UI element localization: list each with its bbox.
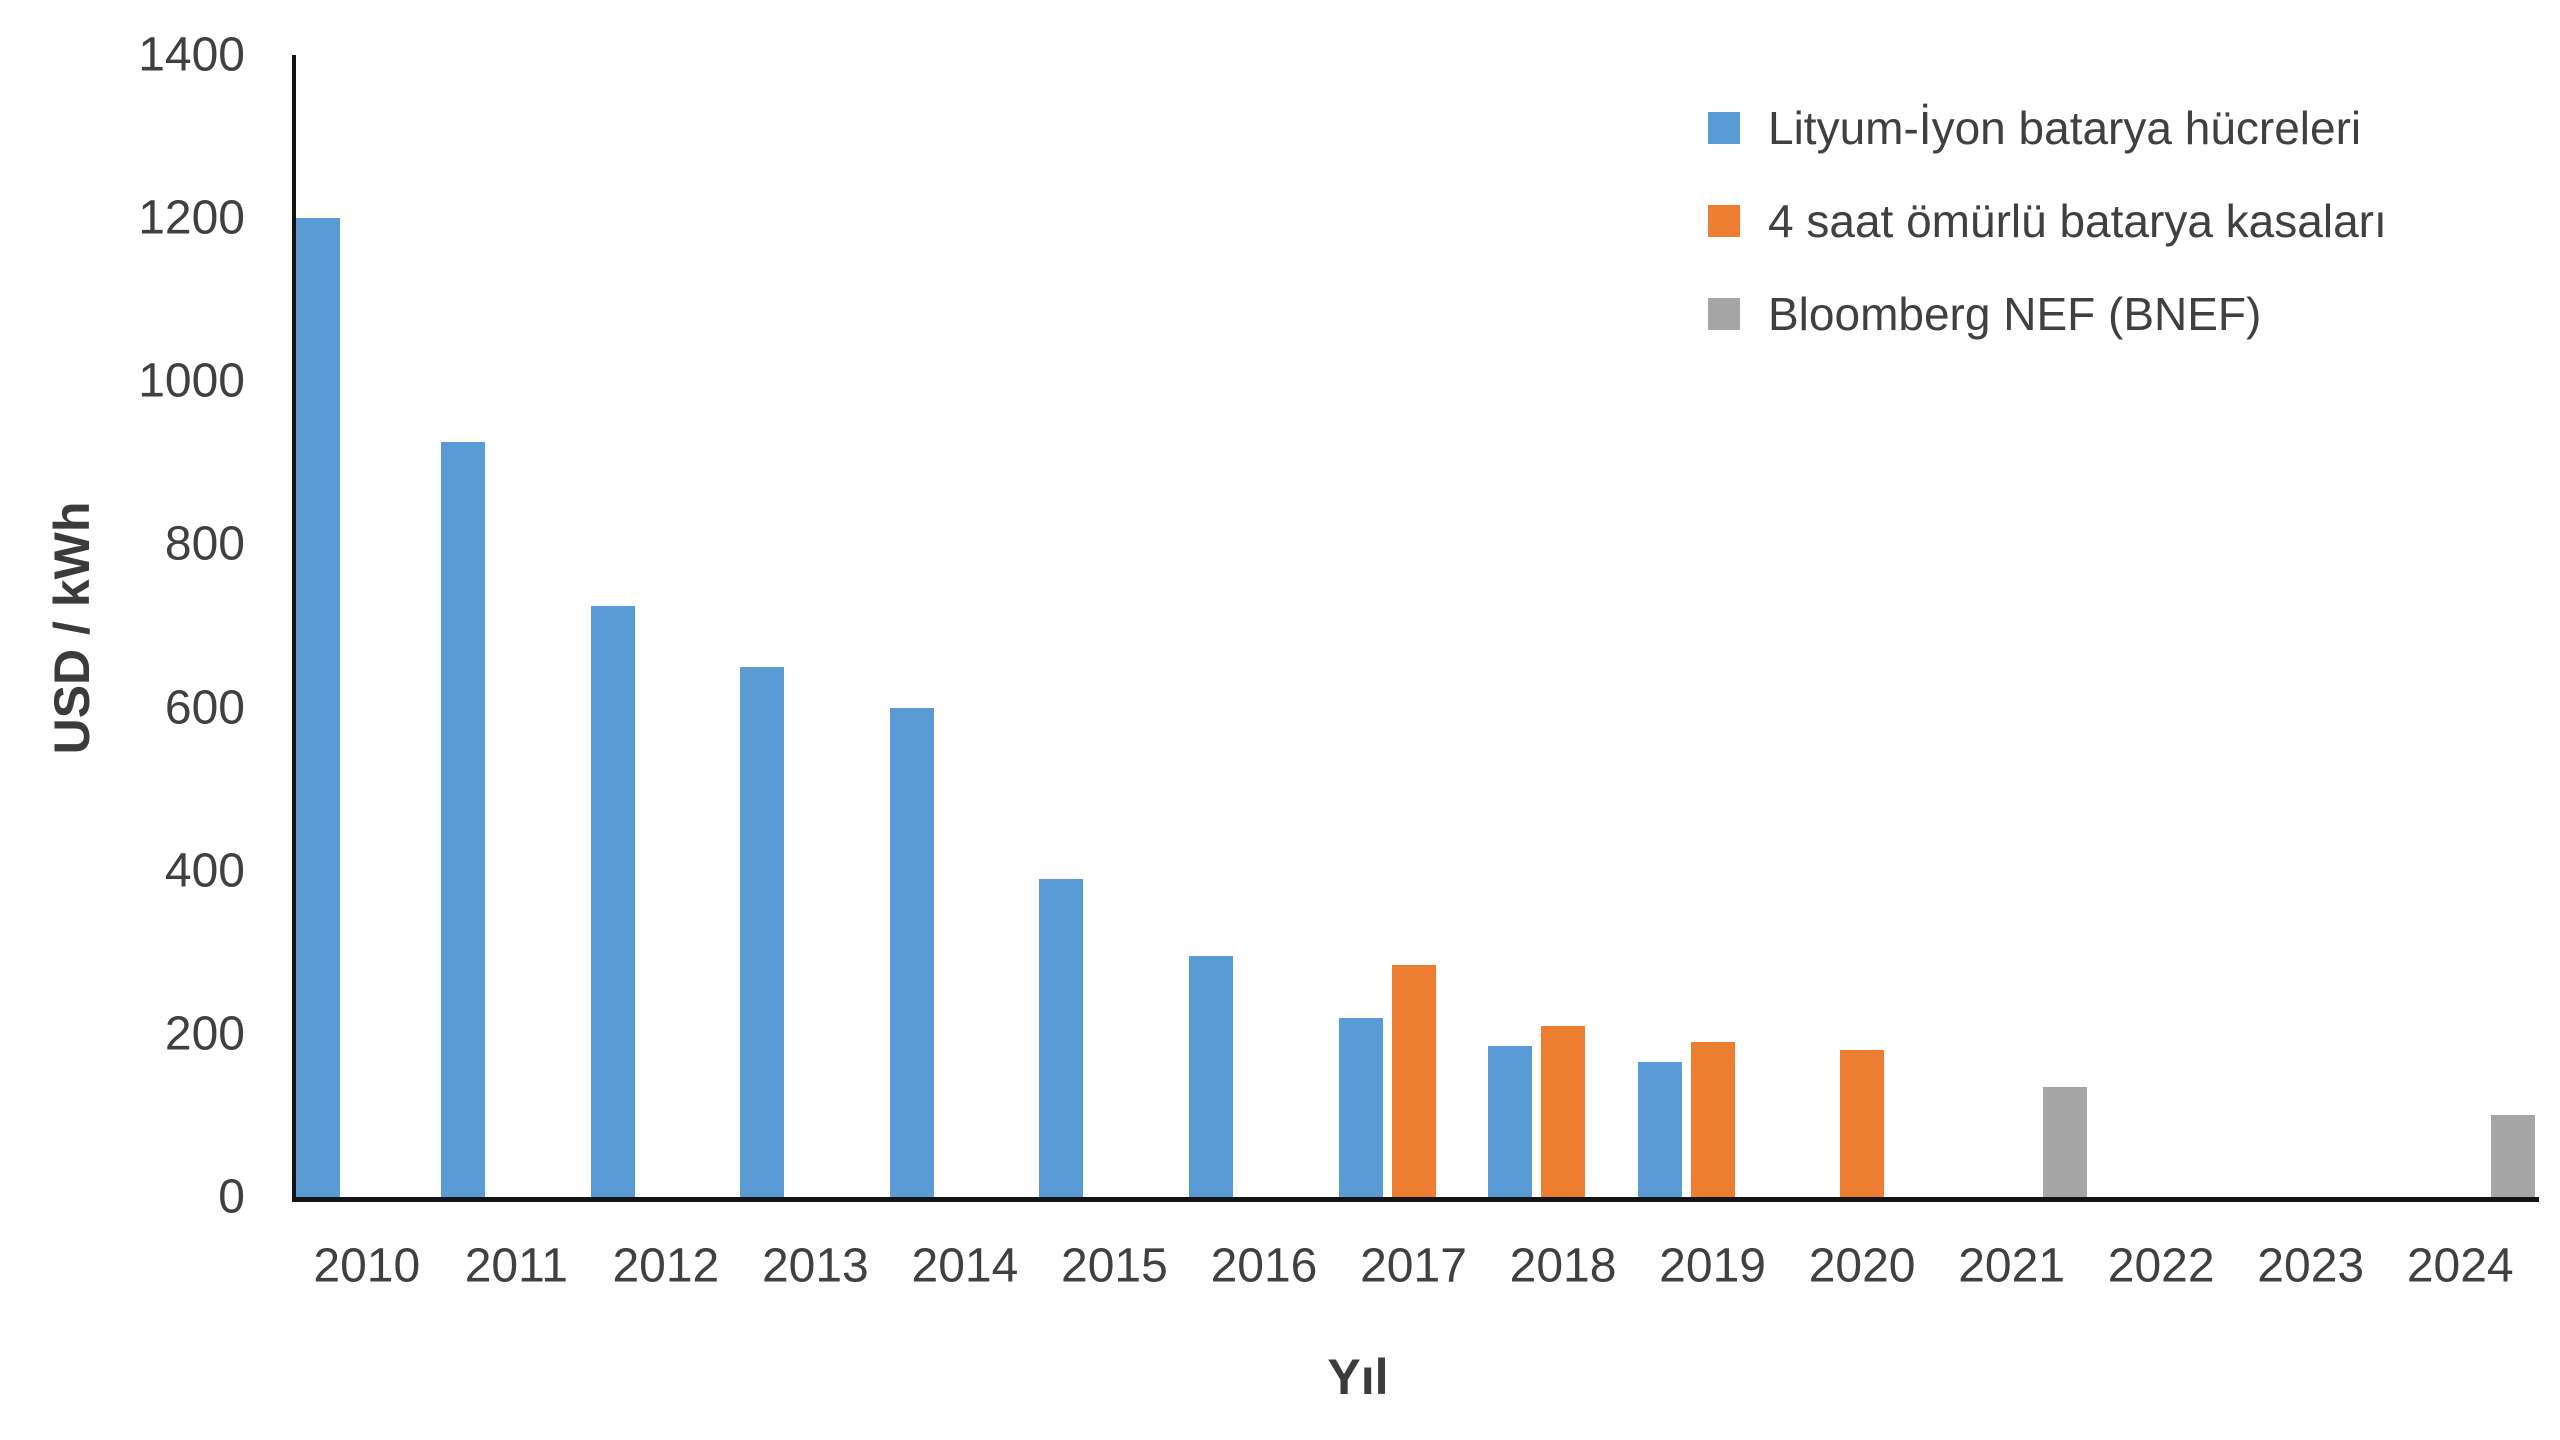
bar-2019-4 saat ömürlü batarya kasaları (1690, 1042, 1735, 1197)
bar-2020-4 saat ömürlü batarya kasaları (1840, 1050, 1885, 1197)
bar-2011-Lityum-İyon batarya hücreleri (441, 442, 486, 1197)
y-axis-title: USD / kWh (44, 501, 100, 755)
legend-swatch-orange (1708, 205, 1740, 237)
y-tick-label: 0 (218, 1170, 245, 1224)
legend-label: Lityum-İyon batarya hücreleri (1768, 102, 2362, 154)
y-tick-label: 400 (164, 844, 245, 898)
bar-2014-Lityum-İyon batarya hücreleri (889, 708, 934, 1197)
x-tick-label: 2024 (2406, 1239, 2514, 1293)
y-tick-label: 600 (164, 681, 245, 735)
legend-label: 4 saat ömürlü batarya kasaları (1768, 195, 2387, 247)
x-tick-label: 2021 (1958, 1239, 2066, 1293)
bar-2021-Bloomberg NEF (BNEF) (2042, 1087, 2087, 1197)
bar-2017-Lityum-İyon batarya hücreleri (1338, 1018, 1383, 1197)
legend-label: Bloomberg NEF (BNEF) (1768, 288, 2262, 340)
x-tick-label: 2010 (313, 1239, 421, 1293)
legend-item-lithium-ion-cells: Lityum-İyon batarya hücreleri (1708, 96, 2387, 160)
x-tick-label: 2023 (2257, 1239, 2365, 1293)
x-tick-label: 2019 (1659, 1239, 1766, 1293)
bar-2018-4 saat ömürlü batarya kasaları (1541, 1026, 1586, 1197)
y-tick-label: 1400 (138, 28, 245, 82)
bar-2015-Lityum-İyon batarya hücreleri (1039, 879, 1084, 1197)
bar-2013-Lityum-İyon batarya hücreleri (740, 667, 785, 1197)
bar-2019-Lityum-İyon batarya hücreleri (1637, 1062, 1682, 1197)
y-tick-label: 1000 (138, 354, 245, 408)
x-tick-label: 2018 (1509, 1239, 1617, 1293)
legend-swatch-blue (1708, 112, 1740, 144)
bar-2012-Lityum-İyon batarya hücreleri (590, 606, 635, 1197)
x-axis-title: Yıl (1327, 1349, 1389, 1405)
y-tick-label: 800 (164, 517, 245, 571)
legend-item-bnef: Bloomberg NEF (BNEF) (1708, 282, 2387, 346)
x-tick-label: 2015 (1061, 1239, 1168, 1293)
x-tick-label: 2016 (1210, 1239, 1318, 1293)
legend-swatch-gray (1708, 298, 1740, 330)
x-tick-label: 2020 (1808, 1239, 1916, 1293)
x-tick-label: 2022 (2107, 1239, 2215, 1293)
x-tick-label: 2014 (911, 1239, 1019, 1293)
bar-2024-Bloomberg NEF (BNEF) (2491, 1115, 2536, 1197)
y-tick-label: 200 (164, 1007, 245, 1061)
bar-2016-Lityum-İyon batarya hücreleri (1188, 956, 1233, 1197)
y-tick-label: 1200 (138, 191, 245, 245)
bar-2010-Lityum-İyon batarya hücreleri (296, 218, 340, 1197)
x-tick-label: 2011 (464, 1239, 568, 1293)
bar-2018-Lityum-İyon batarya hücreleri (1488, 1046, 1533, 1197)
plot-area (292, 55, 2539, 1202)
x-tick-label: 2017 (1360, 1239, 1467, 1293)
x-tick-label: 2013 (761, 1239, 869, 1293)
bar-2017-4 saat ömürlü batarya kasaları (1391, 965, 1436, 1197)
legend-item-4h-battery-cases: 4 saat ömürlü batarya kasaları (1708, 189, 2387, 253)
x-tick-label: 2012 (612, 1239, 720, 1293)
legend: Lityum-İyon batarya hücreleri 4 saat ömü… (1708, 96, 2387, 346)
